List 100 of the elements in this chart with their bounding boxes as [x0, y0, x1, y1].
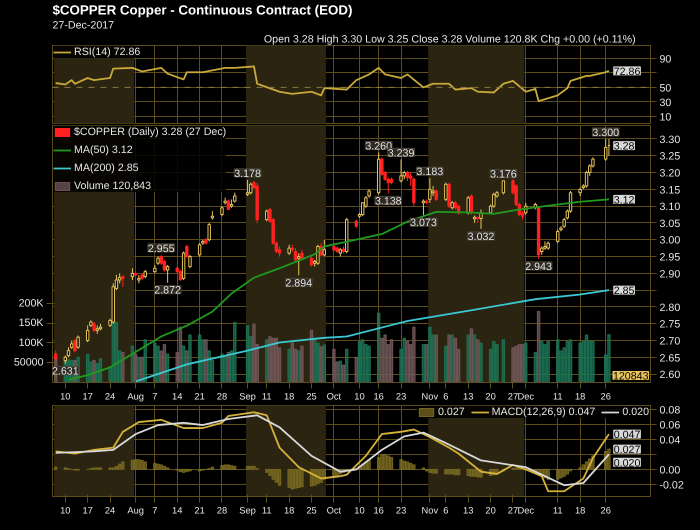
annotation: 3.073: [410, 217, 437, 230]
x-tick-label: Dec: [517, 506, 534, 516]
x-tick-label: 10: [60, 392, 70, 402]
y2-tick-label: 150K: [18, 317, 44, 330]
y-tick-label: -0.02: [660, 479, 684, 492]
annotation: 0.020: [614, 457, 640, 470]
annotation: 3.12: [614, 194, 635, 206]
annotation: 72.86: [614, 66, 640, 78]
x-tick-label: 11: [262, 506, 272, 516]
annotation: 0.047: [614, 429, 640, 442]
y-tick-label: 30: [660, 96, 672, 109]
x-tick-label: 13: [463, 506, 474, 516]
x-tick-label: Oct: [326, 506, 342, 516]
y-tick-label: 3.15: [660, 184, 680, 196]
annotation: Open 3.28 High 3.30 Low 3.25 Close 3.28 Volume 120.8K Chg +0.00 (+0.11%): [264, 34, 636, 46]
y-tick-label: 3.05: [660, 218, 680, 230]
y-tick-label: 2.75: [660, 318, 680, 331]
x-tick-label: 13: [463, 392, 474, 402]
legend-label: Volume 120,843: [74, 180, 152, 192]
y-tick-label: 2.70: [660, 336, 680, 348]
x-tick-label: Aug: [127, 506, 144, 516]
y-tick-label: 0.04: [660, 434, 680, 446]
annotation: 2.85: [614, 285, 635, 298]
legend-label: RSI(14) 72.86: [74, 46, 140, 58]
x-tick-label: 28: [216, 392, 228, 402]
y-tick-label: 0.06: [660, 419, 680, 432]
x-tick-label: 23: [396, 506, 406, 516]
chart-title: $COPPER Copper - Continuous Contract (EOD): [52, 2, 352, 18]
x-tick-label: 21: [194, 506, 205, 516]
x-tick-label: 18: [284, 392, 294, 402]
y2-tick-label: 50000: [14, 356, 44, 369]
y2-tick-label: 100K: [18, 336, 44, 349]
annotation: 3.239: [388, 147, 414, 160]
x-tick-label: 18: [284, 506, 294, 516]
x-tick-label: 26: [600, 506, 611, 516]
legend-label: 0.027: [438, 406, 465, 418]
x-tick-label: 25: [306, 392, 317, 402]
x-tick-label: 6: [443, 506, 448, 516]
x-tick-label: 23: [396, 392, 406, 402]
y-tick-label: 50: [660, 82, 672, 94]
x-tick-label: 28: [216, 506, 228, 516]
x-tick-label: 10: [60, 506, 70, 516]
x-tick-label: 27: [508, 392, 518, 402]
y-tick-label: 3.10: [660, 201, 680, 214]
x-tick-label: Aug: [127, 392, 144, 402]
x-tick-label: 18: [574, 506, 586, 516]
x-tick-label: Nov: [422, 392, 438, 402]
y-tick-label: 10: [660, 111, 672, 124]
x-tick-label: 20: [485, 506, 496, 516]
legend-label: MA(50) 3.12: [74, 144, 133, 156]
x-tick-label: 25: [306, 506, 317, 516]
x-tick-label: 24: [104, 392, 116, 402]
x-tick-label: 21: [194, 392, 205, 402]
annotation: 2.631: [52, 366, 79, 378]
legend-label: MA(200) 2.85: [74, 162, 139, 174]
y-tick-label: 2.65: [660, 352, 680, 364]
x-tick-label: 11: [552, 506, 563, 516]
x-tick-label: 27: [508, 506, 518, 516]
y-tick-label: 2.95: [660, 252, 680, 264]
annotation: 120843: [612, 370, 649, 382]
y-tick-label: 0.00: [660, 464, 680, 476]
y-tick-label: 3.30: [660, 134, 680, 146]
legend-label: $COPPER (Daily) 3.28 (27 Dec): [74, 126, 226, 138]
y-tick-label: 90: [660, 54, 672, 66]
y-tick-label: 3.00: [660, 234, 680, 247]
annotation: 2.955: [148, 242, 175, 255]
annotation: 3.178: [234, 168, 261, 180]
annotation: 3.032: [468, 230, 494, 243]
x-tick-label: 18: [574, 392, 586, 402]
x-tick-label: 10: [354, 392, 365, 402]
x-tick-label: Nov: [422, 506, 438, 516]
y-tick-label: 2.80: [660, 302, 680, 314]
y-tick-label: 3.25: [660, 150, 680, 163]
x-tick-label: 26: [600, 392, 611, 402]
y2-tick-label: 200K: [18, 297, 44, 310]
x-tick-label: 16: [373, 392, 384, 402]
x-tick-label: Sep: [239, 392, 256, 402]
x-tick-label: Oct: [326, 392, 342, 402]
x-tick-label: Dec: [517, 392, 534, 402]
chart-subtitle: 27-Dec-2017: [52, 20, 114, 32]
x-tick-label: 20: [485, 392, 496, 402]
annotation: 2.894: [285, 277, 312, 290]
annotation: 2.872: [154, 284, 182, 297]
x-tick-label: 6: [443, 392, 448, 402]
x-tick-label: 10: [354, 506, 365, 516]
annotation: 3.183: [416, 166, 444, 178]
x-tick-label: 16: [373, 506, 384, 516]
y-tick-label: 3.20: [660, 168, 680, 180]
y-tick-label: 2.90: [660, 268, 680, 280]
x-tick-label: 11: [552, 392, 563, 402]
x-tick-label: 24: [104, 506, 116, 516]
annotation: 0.027: [614, 444, 640, 456]
x-tick-label: 14: [172, 506, 182, 516]
x-tick-label: 14: [172, 392, 182, 402]
legend-label: 0.020: [622, 406, 649, 418]
x-tick-label: 17: [82, 506, 93, 516]
y-tick-label: 2.60: [660, 369, 680, 382]
annotation: 3.28: [614, 140, 635, 153]
x-tick-label: 7: [152, 506, 158, 516]
x-tick-label: 7: [152, 392, 158, 402]
